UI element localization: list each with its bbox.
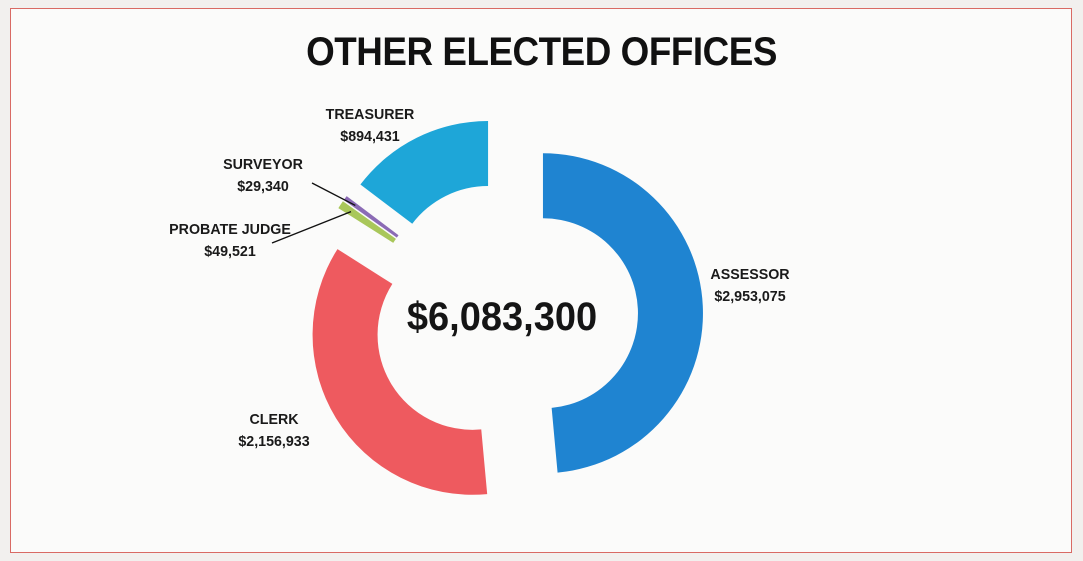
label-clerk-value: $2,156,933	[238, 433, 310, 450]
leader-line-surveyor	[311, 182, 356, 207]
donut-slice-assessor	[542, 153, 703, 473]
label-assessor: ASSESSOR $2,953,075	[710, 264, 789, 308]
leader-line-probate-judge	[271, 210, 352, 244]
label-clerk-name: CLERK	[249, 411, 299, 428]
label-treasurer-value: $894,431	[340, 128, 400, 145]
label-surveyor-value: $29,340	[237, 178, 289, 195]
label-treasurer-name: TREASURER	[325, 106, 415, 123]
chart-frame	[10, 8, 1072, 553]
label-probate-judge-value: $49,521	[204, 243, 256, 260]
label-surveyor: SURVEYOR $29,340	[223, 154, 303, 198]
donut-slice-clerk	[312, 249, 488, 495]
donut-slice-treasurer	[360, 120, 489, 224]
donut-slice-surveyor	[343, 196, 399, 238]
label-surveyor-name: SURVEYOR	[223, 156, 303, 173]
label-probate-judge: PROBATE JUDGE $49,521	[169, 219, 291, 263]
label-treasurer: TREASURER $894,431	[326, 104, 415, 148]
label-clerk: CLERK $2,156,933	[238, 409, 309, 453]
center-total: $6,083,300	[406, 295, 598, 339]
label-probate-judge-name: PROBATE JUDGE	[169, 221, 291, 238]
chart-title: OTHER ELECTED OFFICES	[306, 30, 777, 74]
label-assessor-name: ASSESSOR	[710, 266, 790, 283]
donut-slice-probate-judge	[338, 201, 396, 243]
label-assessor-value: $2,953,075	[714, 288, 786, 305]
